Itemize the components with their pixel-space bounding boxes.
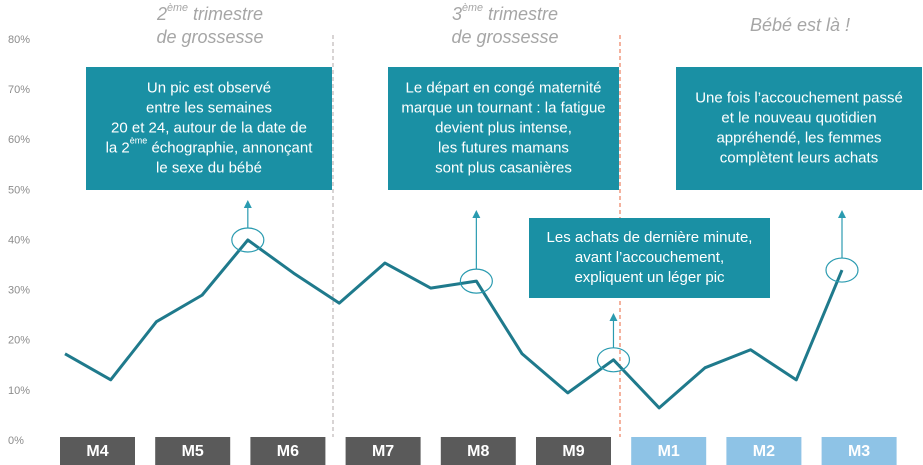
arrow-head [838, 210, 846, 218]
arrow-head [243, 200, 252, 208]
data-line [64, 238, 844, 410]
x-tick-label: M9 [562, 443, 584, 460]
annotation-text: et le nouveau quotidien [721, 109, 876, 126]
x-tick-label: M2 [753, 443, 775, 460]
y-tick-label: 50% [8, 184, 30, 196]
phase-label: 3ème trimestre [452, 2, 558, 24]
phase-label: de grossesse [451, 27, 558, 47]
annotation-text: 20 et 24, autour de la date de [111, 119, 307, 136]
annotation-text: la 2ème échographie, annonçant [106, 136, 314, 157]
y-tick-label: 60% [8, 134, 30, 146]
y-tick-label: 70% [8, 84, 30, 96]
y-tick-label: 40% [8, 234, 30, 246]
month-box [60, 437, 135, 465]
annotation-text: sont plus casanières [435, 159, 572, 176]
annotation-box [86, 67, 332, 190]
phase-label-part: trimestre [483, 4, 558, 24]
x-tick-label: M5 [182, 443, 204, 460]
y-tick-label: 0% [8, 435, 24, 447]
annotation-text: Une fois l’accouchement passé [695, 89, 903, 106]
annotation-text-part: échographie, annonçant [147, 139, 313, 156]
annotation-text: avant l’accouchement, [575, 249, 724, 266]
phase-label-part: 2 [156, 4, 167, 24]
month-box [631, 437, 707, 465]
arrow-head [609, 313, 618, 321]
y-tick-label: 10% [8, 385, 30, 397]
x-tick-label: M8 [467, 443, 489, 460]
annotation-text: expliquent un léger pic [574, 269, 725, 286]
month-box [821, 437, 897, 465]
annotation-text-sup: ème [130, 136, 148, 146]
x-tick-label: M7 [372, 443, 394, 460]
month-box [536, 437, 611, 465]
x-tick-label: M4 [86, 443, 108, 460]
annotation-text: entre les semaines [146, 99, 272, 116]
y-tick-label: 30% [8, 285, 30, 297]
annotation-text-part: la 2 [106, 139, 130, 156]
phase-label-sup: ème [167, 2, 188, 14]
annotation-text: Les achats de dernière minute, [547, 229, 753, 246]
annotation-text: complètent leurs achats [720, 149, 878, 166]
annotation-text: les futures mamans [438, 139, 569, 156]
month-box [345, 437, 421, 465]
month-box [726, 437, 802, 465]
annotation-text: Un pic est observé [147, 79, 271, 96]
annotation-box [388, 67, 619, 190]
annotation-text: le sexe du bébé [156, 159, 262, 176]
phase-label: 2ème trimestre [156, 2, 263, 24]
y-tick-label: 20% [8, 335, 30, 347]
month-box [155, 437, 231, 465]
annotation-box [529, 218, 770, 298]
phase-label-sup: ème [462, 2, 483, 14]
annotation-text: appréhendé, les femmes [716, 129, 881, 146]
annotation-box [676, 67, 922, 190]
y-tick-label: 80% [8, 34, 30, 46]
annotation-text: devient plus intense, [435, 119, 572, 136]
annotation-text: marque un tournant : la fatigue [401, 99, 605, 116]
x-tick-label: M3 [848, 443, 870, 460]
phase-label: de grossesse [156, 27, 263, 47]
x-tick-label: M6 [277, 443, 299, 460]
arrow-head [472, 210, 481, 218]
phase-label-part: trimestre [188, 4, 263, 24]
x-tick-label: M1 [658, 443, 680, 460]
phase-label: Bébé est là ! [750, 15, 850, 35]
month-box [250, 437, 326, 465]
month-box [440, 437, 516, 465]
phase-label-part: 3 [452, 4, 462, 24]
annotation-text: Le départ en congé maternité [406, 79, 602, 96]
